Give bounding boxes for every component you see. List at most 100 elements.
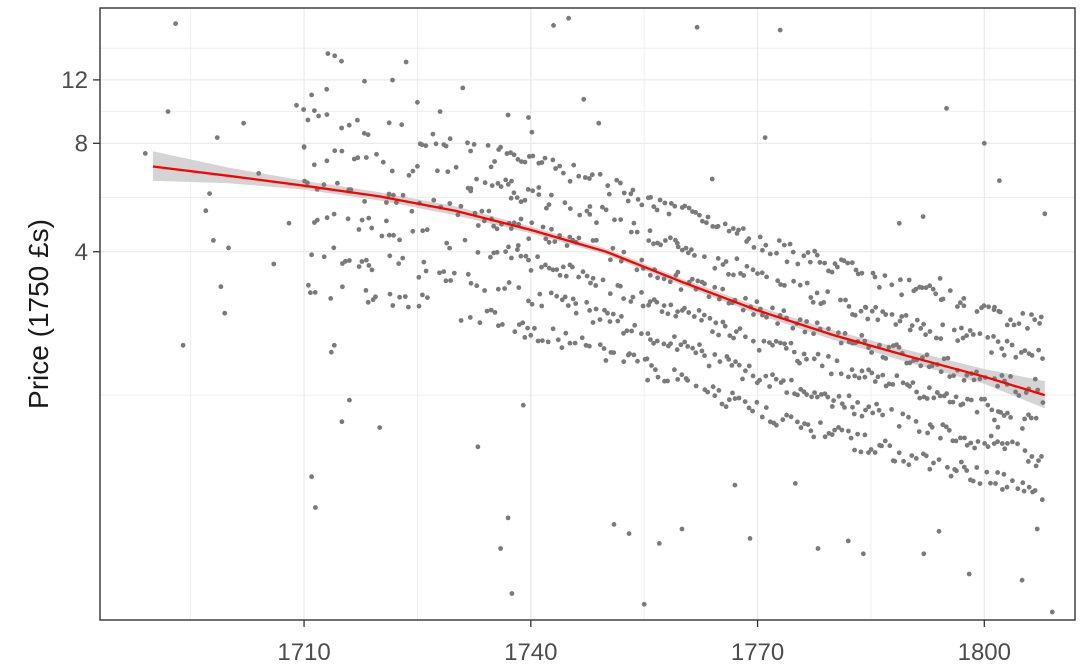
- data-point: [923, 332, 928, 337]
- data-point: [553, 166, 558, 171]
- data-point: [974, 465, 979, 470]
- data-point: [863, 433, 868, 438]
- data-point: [631, 295, 636, 300]
- data-point: [566, 303, 571, 308]
- data-point: [1000, 441, 1005, 446]
- data-point: [622, 191, 627, 196]
- data-point: [1030, 353, 1035, 358]
- data-point: [693, 350, 698, 355]
- data-point: [522, 335, 527, 340]
- data-point: [362, 79, 367, 84]
- data-point: [437, 270, 442, 275]
- data-point: [938, 436, 943, 441]
- data-point: [577, 213, 582, 218]
- data-point: [890, 312, 895, 317]
- data-point: [802, 352, 807, 357]
- data-point: [692, 314, 697, 319]
- data-point: [695, 25, 700, 30]
- data-point: [910, 323, 915, 328]
- data-point: [830, 270, 835, 275]
- data-point: [708, 316, 713, 321]
- data-point: [839, 341, 844, 346]
- data-point: [397, 238, 402, 243]
- data-point: [547, 240, 552, 245]
- data-point: [889, 282, 894, 287]
- data-point: [663, 238, 668, 243]
- data-point: [904, 313, 909, 318]
- data-point: [675, 377, 680, 382]
- data-point: [816, 546, 821, 551]
- data-point: [712, 266, 717, 271]
- data-point: [757, 348, 762, 353]
- data-point: [391, 193, 396, 198]
- data-point: [741, 226, 746, 231]
- data-point: [421, 260, 426, 265]
- data-point: [373, 294, 378, 299]
- data-point: [1008, 374, 1013, 379]
- x-tick-label: 1710: [277, 639, 330, 666]
- data-point: [964, 333, 969, 338]
- data-point: [660, 309, 665, 314]
- data-point: [672, 367, 677, 372]
- data-point: [927, 283, 932, 288]
- data-point: [425, 227, 430, 232]
- data-point: [789, 414, 794, 419]
- data-point: [825, 395, 830, 400]
- data-point: [907, 384, 912, 389]
- data-point: [459, 318, 464, 323]
- data-point: [1029, 312, 1034, 317]
- data-point: [360, 218, 365, 223]
- data-point: [391, 233, 396, 238]
- data-point: [604, 358, 609, 363]
- data-point: [1017, 321, 1022, 326]
- data-point: [380, 234, 385, 239]
- data-point: [873, 305, 878, 310]
- data-point: [577, 236, 582, 241]
- data-point: [512, 190, 517, 195]
- data-point: [835, 358, 840, 363]
- data-point: [1042, 211, 1047, 216]
- data-point: [615, 319, 620, 324]
- data-point: [830, 432, 835, 437]
- data-point: [918, 326, 923, 331]
- data-point: [360, 259, 365, 264]
- data-point: [855, 400, 860, 405]
- data-point: [655, 339, 660, 344]
- data-point: [775, 278, 780, 283]
- data-point: [1027, 485, 1032, 490]
- data-point: [690, 277, 695, 282]
- data-point: [989, 350, 994, 355]
- data-point: [460, 86, 465, 91]
- data-point: [921, 551, 926, 556]
- data-point: [362, 199, 367, 204]
- data-point: [523, 160, 528, 165]
- data-point: [543, 236, 548, 241]
- data-point: [642, 602, 647, 607]
- data-point: [340, 419, 345, 424]
- data-point: [917, 429, 922, 434]
- data-point: [716, 333, 721, 338]
- data-point: [1002, 472, 1007, 477]
- data-point: [519, 217, 524, 222]
- data-point: [726, 357, 731, 362]
- data-point: [651, 241, 656, 246]
- data-point: [721, 320, 726, 325]
- data-point: [727, 397, 732, 402]
- data-point: [561, 265, 566, 270]
- data-point: [629, 230, 634, 235]
- data-point: [811, 331, 816, 336]
- data-point: [733, 359, 738, 364]
- data-point: [364, 258, 369, 263]
- data-point: [526, 258, 531, 263]
- data-point: [366, 216, 371, 221]
- data-point: [909, 453, 914, 458]
- data-point: [448, 278, 453, 283]
- data-point: [925, 431, 930, 436]
- data-point: [906, 462, 911, 467]
- data-point: [790, 326, 795, 331]
- data-point: [618, 217, 623, 222]
- data-point: [326, 51, 331, 56]
- data-point: [832, 428, 837, 433]
- data-point: [639, 331, 644, 336]
